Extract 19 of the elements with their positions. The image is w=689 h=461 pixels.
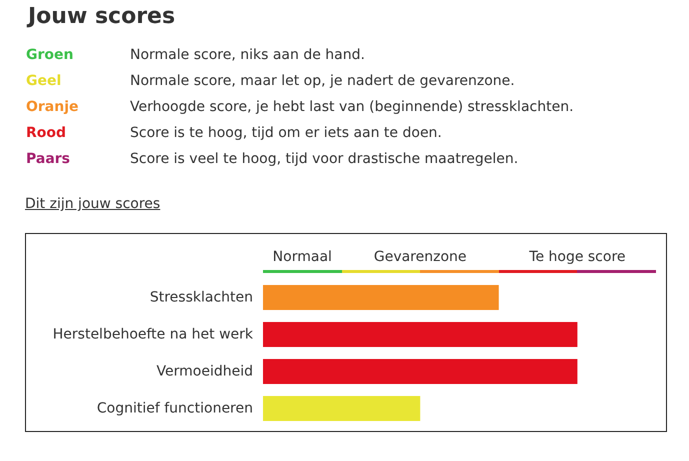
text: Normale score, niks aan de hand. (130, 47, 365, 63)
y-tick-label: Cognitief functioneren (96, 400, 253, 416)
text: Normaal (272, 249, 332, 265)
text: Gevarenzone (374, 249, 467, 265)
text: Rood (26, 125, 66, 141)
text: Oranje (26, 99, 79, 115)
y-tick-label: Herstelbehoefte na het werk (52, 326, 254, 342)
text: Geel (26, 73, 62, 89)
text: Verhoogde score, je hebt last van (beginnende) stressklachten. (130, 99, 574, 115)
text: Groen (26, 47, 74, 63)
text: Te hoge score (529, 249, 626, 265)
y-tick-label: Vermoeidheid (156, 364, 253, 380)
text: Dit zijn jouw scores (25, 196, 160, 212)
text: Score is veel te hoog, tijd voor drastische maatregelen. (130, 151, 518, 167)
chart-title: Jouw scores (28, 4, 176, 29)
y-tick-label: Stressklachten (150, 290, 253, 306)
text: Normale score, maar let op, je nadert de gevarenzone. (130, 73, 515, 89)
text: Score is te hoog, tijd om er iets aan te doen. (130, 125, 442, 141)
text: Paars (26, 151, 70, 167)
